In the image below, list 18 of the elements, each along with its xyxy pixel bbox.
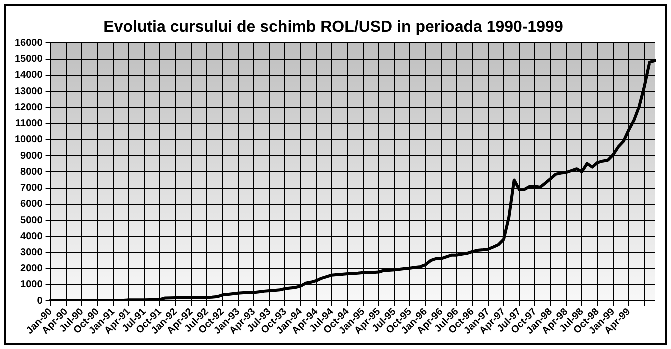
y-tick-label: 13000 xyxy=(14,86,44,98)
y-tick-label: 16000 xyxy=(14,38,44,49)
y-tick-label: 3000 xyxy=(20,248,44,258)
y-tick-label: 2000 xyxy=(20,264,44,275)
y-tick-label: 9000 xyxy=(20,150,44,162)
y-tick-label: 6000 xyxy=(20,199,44,210)
y-tick-label: 1000 xyxy=(20,280,44,291)
y-tick-label: 7000 xyxy=(20,183,44,194)
y-tick-label: 4000 xyxy=(20,231,44,242)
y-tick-label: 0 xyxy=(37,296,44,307)
y-tick-label: 12000 xyxy=(14,102,44,114)
y-tick-label: 10000 xyxy=(14,134,44,146)
y-tick-label: 15000 xyxy=(14,54,44,66)
y-tick-label: 14000 xyxy=(14,70,44,82)
y-tick-label: 8000 xyxy=(20,166,44,178)
y-tick-label: 11000 xyxy=(16,118,44,130)
y-tick-label: 5000 xyxy=(20,215,44,226)
chart-title: Evolutia cursului de schimb ROL/USD in perioada 1990-1999 xyxy=(104,19,564,36)
